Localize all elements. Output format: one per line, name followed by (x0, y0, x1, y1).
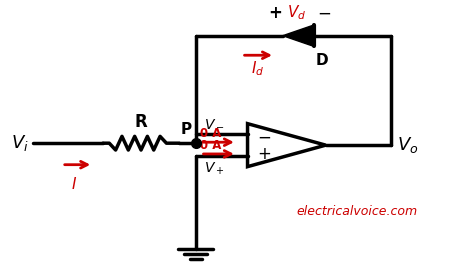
Text: 0 A: 0 A (199, 139, 221, 152)
Text: $V_i$: $V_i$ (11, 133, 29, 153)
Text: $V_-$: $V_-$ (203, 116, 223, 130)
Text: $V_+$: $V_+$ (203, 161, 223, 177)
Text: R: R (134, 113, 147, 132)
Text: $V_d$: $V_d$ (286, 3, 305, 22)
Text: D: D (315, 53, 328, 68)
Text: electricalvoice.com: electricalvoice.com (296, 205, 417, 218)
Polygon shape (282, 25, 313, 46)
Text: $-$: $-$ (257, 127, 271, 145)
Text: 0 A: 0 A (199, 127, 221, 140)
Text: $+$: $+$ (257, 145, 271, 163)
Text: $-$: $-$ (316, 4, 330, 22)
Text: P: P (180, 122, 192, 137)
Text: $I_d$: $I_d$ (250, 59, 263, 78)
Text: $I$: $I$ (71, 176, 76, 192)
Text: +: + (268, 4, 281, 22)
Text: $V_o$: $V_o$ (396, 135, 418, 155)
